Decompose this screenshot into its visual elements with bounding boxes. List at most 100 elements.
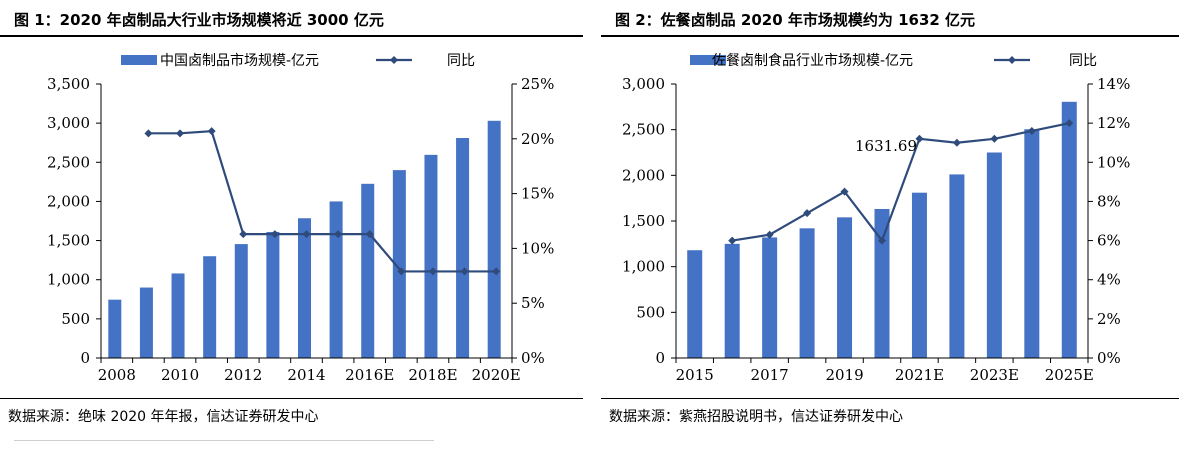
y2-tick-label: 6%: [1097, 232, 1121, 250]
y-tick-label: 3,000: [622, 75, 665, 93]
bar-2022E: [949, 174, 965, 358]
left-chart: 0 500 1,000 1,500 2,000 2,500 3,000 3,500 0% 5% 10…: [47, 52, 554, 384]
bar-2013: [266, 231, 280, 358]
bar-2009: [139, 287, 153, 358]
right-figure-title: 图 2：佐餐卤制品 2020 年市场规模约为 1632 亿元: [615, 11, 976, 29]
legend-line-marker: [390, 56, 398, 64]
bar-2010: [171, 273, 185, 358]
x-tick-label: 2025E: [1045, 366, 1094, 384]
bar-2014: [298, 218, 311, 358]
growth-point-2020: [878, 236, 886, 245]
growth-point-2019E: [460, 267, 469, 276]
bar-2017: [762, 237, 778, 358]
growth-point-2021E: [915, 134, 924, 143]
left-source-note: 数据来源：绝味 2020 年年报，信达证券研发中心: [8, 409, 319, 425]
bar-2018: [799, 228, 815, 358]
x-tick-label: 2018E: [408, 366, 457, 384]
bar-2021E: [911, 192, 927, 358]
growth-point-2009: [144, 129, 153, 138]
right-chart: 0 500 1,000 1,500 2,000 2,500 3,000 0% 2% 4% 6% 8% 1…: [622, 52, 1130, 384]
bar-2012: [234, 244, 248, 358]
growth-point-2017: [765, 230, 774, 239]
x-tick-label: 2021E: [895, 366, 944, 384]
y2-tick-label: 12%: [1097, 114, 1130, 132]
growth-point-2016E: [365, 230, 374, 239]
y2-tick-label: 8%: [1097, 192, 1121, 210]
x-tick-label: 2019: [825, 366, 863, 384]
y-tick-label: 0: [655, 349, 665, 367]
bar-2019: [837, 217, 853, 358]
y2-tick-label: 20%: [521, 130, 554, 148]
bar-2024E: [1024, 129, 1040, 358]
legend-bar-swatch: [121, 55, 157, 65]
y2-tick-label: 25%: [521, 75, 554, 93]
x-tick-label: 2016E: [345, 366, 394, 384]
x-tick-label: 2020E: [472, 366, 521, 384]
growth-point-2012: [239, 230, 248, 239]
legend-bar-label: 佐餐卤制食品行业市场规模-亿元: [712, 52, 913, 69]
growth-line: [732, 122, 1070, 243]
x-tick-label: 2010: [161, 366, 199, 384]
right-source-rule: [601, 398, 1179, 399]
y2-tick-label: 10%: [1097, 153, 1130, 171]
growth-point-2017E: [397, 267, 406, 276]
y2-tick-label: 15%: [521, 185, 554, 203]
bar-2025E: [1061, 101, 1077, 358]
growth-point-2014: [302, 230, 311, 239]
bar-2008: [108, 299, 122, 358]
y-tick-label: 3,000: [47, 114, 90, 132]
y-tick-label: 1,000: [622, 258, 665, 276]
bar-2020: [874, 208, 890, 358]
left-figure-panel: 图 1：2020 年卤制品大行业市场规模将近 3000 亿元 0 500 1,000…: [0, 0, 583, 452]
y-tick-label: 2,500: [622, 121, 665, 139]
bar-2020E: [487, 120, 501, 359]
right-title-rule: [601, 35, 1179, 37]
right-figure-panel: 图 2：佐餐卤制品 2020 年市场规模约为 1632 亿元 0 500 1,000…: [601, 0, 1179, 452]
legend-bar-swatch: [690, 55, 726, 65]
bar-2018E: [424, 154, 438, 358]
growth-point-2018: [803, 209, 812, 218]
growth-point-2016: [728, 236, 737, 245]
data-label-2020: 1631.69: [855, 137, 917, 155]
y-tick-label: 0: [80, 349, 90, 367]
y2-tick-label: 4%: [1097, 271, 1121, 289]
growth-point-2011: [207, 127, 216, 136]
growth-point-2023E: [990, 134, 999, 143]
bar-2015: [329, 201, 343, 358]
y-tick-label: 2,500: [47, 153, 90, 171]
bar-2023E: [986, 152, 1002, 358]
growth-point-2024E: [1027, 126, 1036, 135]
x-tick-label: 2017: [751, 366, 789, 384]
bar-2016E: [361, 183, 375, 358]
y-tick-label: 1,500: [622, 212, 665, 230]
y-tick-label: 500: [636, 303, 665, 321]
growth-point-2025E: [1065, 119, 1074, 128]
y2-tick-label: 0%: [1097, 349, 1121, 367]
growth-point-2015: [334, 230, 343, 239]
y-tick-label: 1,500: [47, 232, 90, 250]
legend-line-marker: [1008, 56, 1016, 64]
bar-2016: [724, 243, 740, 358]
y2-tick-label: 0%: [521, 349, 545, 367]
next-section-edge: [14, 440, 434, 445]
left-figure-title: 图 1：2020 年卤制品大行业市场规模将近 3000 亿元: [14, 11, 384, 29]
y-tick-label: 1,000: [47, 271, 90, 289]
legend-line-label: 同比: [447, 53, 475, 69]
growth-point-2019: [840, 187, 849, 196]
growth-point-2020E: [492, 267, 501, 276]
y-tick-label: 500: [61, 310, 90, 328]
y2-tick-label: 14%: [1097, 75, 1130, 93]
bar-2011: [203, 256, 217, 358]
y-tick-label: 2,000: [622, 166, 665, 184]
x-tick-label: 2008: [98, 366, 136, 384]
growth-point-2022E: [952, 138, 961, 147]
y2-tick-label: 10%: [521, 239, 554, 257]
growth-point-2013: [270, 230, 279, 239]
growth-point-2018E: [428, 267, 437, 276]
growth-point-2010: [176, 129, 185, 138]
bar-2015: [687, 250, 703, 358]
x-tick-label: 2023E: [970, 366, 1019, 384]
left-title-rule: [0, 35, 583, 37]
legend-bar-label: 中国卤制品市场规模-亿元: [160, 52, 319, 69]
x-tick-label: 2015: [676, 366, 714, 384]
